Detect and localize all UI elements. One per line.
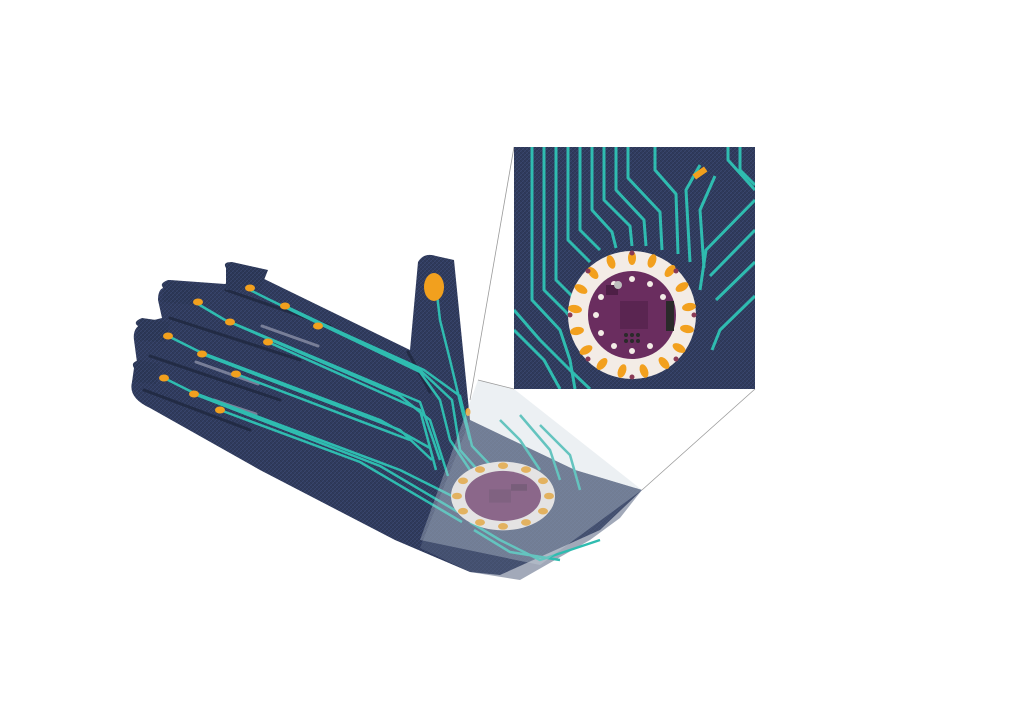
zoom-component <box>692 166 708 180</box>
sensor-pad-icon <box>424 273 444 301</box>
zoom-projection <box>420 380 642 565</box>
glove-traces <box>163 285 601 562</box>
lilypad-board-icon <box>567 250 697 380</box>
zoom-panel <box>514 147 755 389</box>
lilypad-board-small <box>451 461 555 531</box>
zoom-traces <box>514 147 755 389</box>
finger-pads <box>159 284 471 416</box>
zoom-connector-lines <box>469 146 756 491</box>
header-pins <box>666 301 674 331</box>
fingertips <box>132 262 268 384</box>
glove <box>131 254 642 580</box>
